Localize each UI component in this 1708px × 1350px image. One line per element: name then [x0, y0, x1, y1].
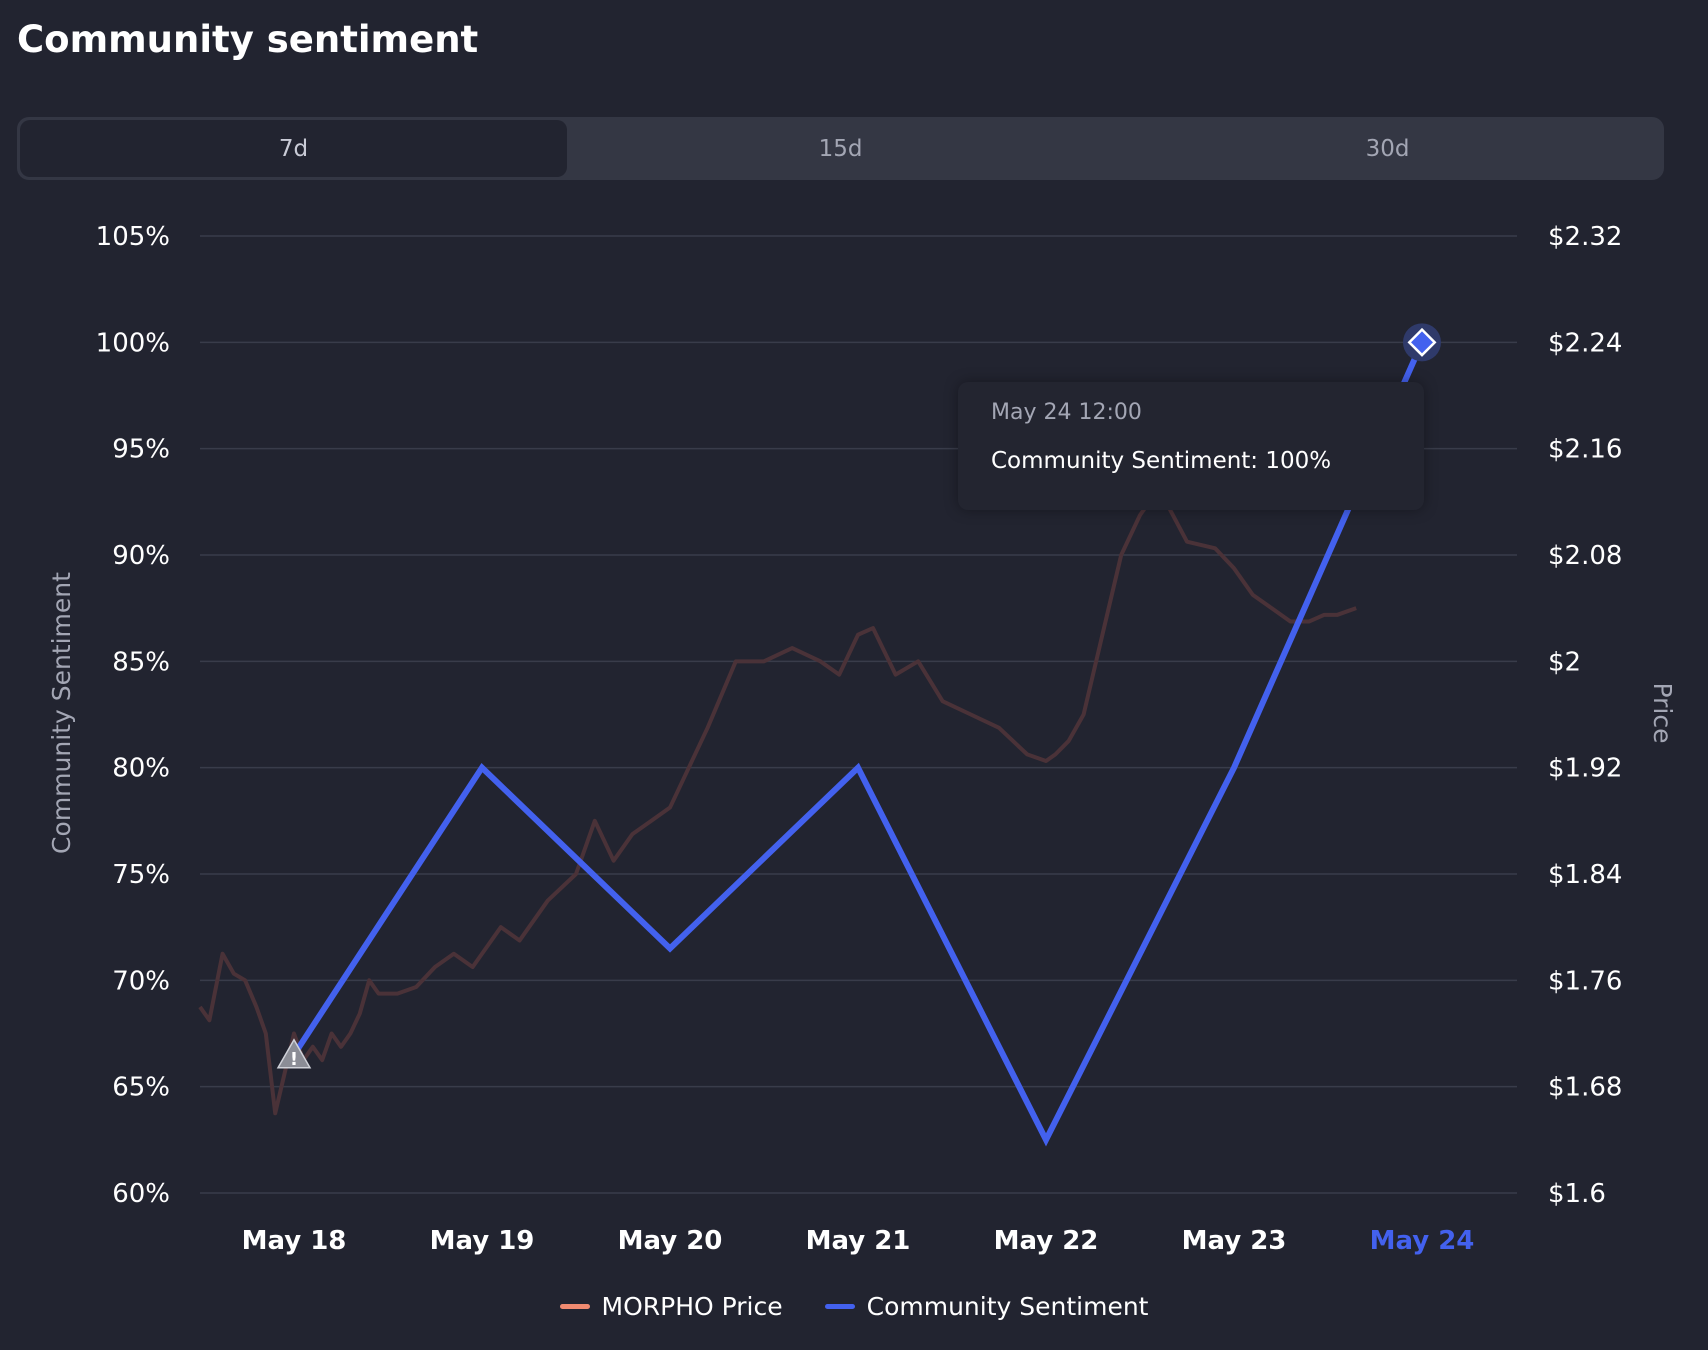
right-tick-label: $1.76 — [1548, 966, 1622, 996]
left-tick-label: 90% — [112, 541, 170, 571]
tab-7d[interactable]: 7d — [20, 120, 567, 177]
x-tick-label: May 22 — [994, 1226, 1099, 1256]
right-tick-label: $1.92 — [1548, 754, 1622, 784]
right-tick-label: $1.68 — [1548, 1073, 1622, 1103]
legend-item-price[interactable]: MORPHO Price — [559, 1292, 783, 1321]
tooltip-value: Community Sentiment: 100% — [991, 448, 1332, 474]
tab-30d[interactable]: 30d — [1365, 135, 1410, 162]
left-tick-label: 75% — [112, 860, 170, 890]
left-tick-label: 95% — [112, 435, 170, 465]
legend-label-sentiment: Community Sentiment — [866, 1292, 1149, 1321]
chart-tooltip: May 24 12:00 Community Sentiment: 100% — [958, 382, 1424, 510]
sentiment-point — [1407, 327, 1437, 357]
y-axis-label-right: Price — [1648, 683, 1677, 744]
warning-marker-icon — [276, 1038, 312, 1069]
x-tick-label: May 18 — [242, 1226, 347, 1256]
timeframe-tabs: 7d 15d 30d — [17, 117, 1664, 180]
y-axis-label-left: Community Sentiment — [47, 572, 76, 854]
legend-swatch-price — [559, 1304, 590, 1309]
x-tick-label: May 19 — [430, 1226, 535, 1256]
legend-swatch-sentiment — [824, 1304, 855, 1309]
x-tick-label: May 20 — [618, 1226, 723, 1256]
right-tick-label: $1.84 — [1548, 860, 1622, 890]
left-tick-label: 100% — [96, 328, 170, 358]
left-tick-label: 105% — [96, 222, 170, 252]
tooltip-time: May 24 12:00 — [991, 400, 1142, 425]
right-tick-label: $2 — [1548, 647, 1581, 677]
right-tick-label: $1.6 — [1548, 1179, 1606, 1209]
sentiment-line — [291, 341, 1425, 1147]
chart-legend: MORPHO Price Community Sentiment — [0, 1292, 1708, 1321]
tab-15d[interactable]: 15d — [818, 135, 863, 162]
right-tick-label: $2.08 — [1548, 541, 1622, 571]
left-tick-label: 60% — [112, 1179, 170, 1209]
page-title: Community sentiment — [17, 18, 479, 61]
warning-marker-glyph: ! — [290, 1049, 298, 1070]
x-tick-label: May 21 — [806, 1226, 911, 1256]
right-tick-label: $2.32 — [1548, 222, 1622, 252]
legend-item-sentiment[interactable]: Community Sentiment — [824, 1292, 1149, 1321]
left-tick-label: 65% — [112, 1073, 170, 1103]
right-tick-label: $2.24 — [1548, 328, 1622, 358]
x-tick-label: May 23 — [1182, 1226, 1287, 1256]
legend-label-price: MORPHO Price — [601, 1292, 783, 1321]
right-tick-label: $2.16 — [1548, 435, 1622, 465]
left-tick-label: 70% — [112, 966, 170, 996]
x-tick-label: May 24 — [1370, 1226, 1475, 1256]
left-tick-label: 80% — [112, 754, 170, 784]
price-line — [198, 486, 1357, 1116]
left-tick-label: 85% — [112, 647, 170, 677]
